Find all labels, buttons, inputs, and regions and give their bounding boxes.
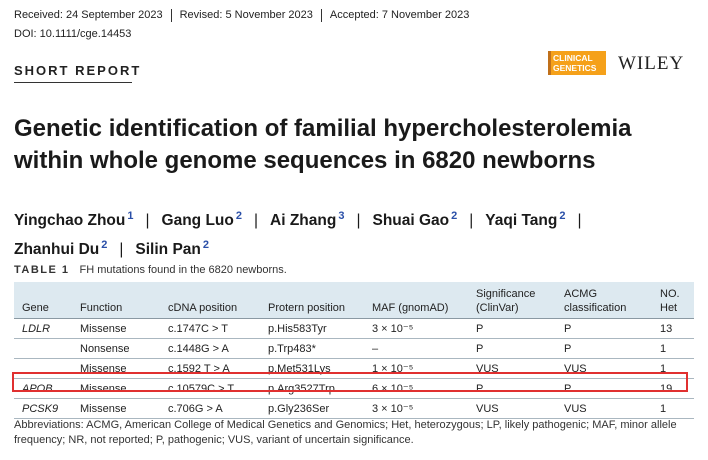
cell-maf: – xyxy=(364,338,468,359)
publisher-logo[interactable]: WILEY xyxy=(618,53,685,74)
header-gene: Gene xyxy=(14,282,72,319)
author-name: Silin Pan xyxy=(135,241,201,259)
author-separator: | xyxy=(119,241,124,259)
revised-date: Revised: 5 November 2023 xyxy=(172,9,322,22)
section-label: SHORT REPORT xyxy=(14,63,142,78)
cell-no-het: 13 xyxy=(652,318,694,339)
cell-maf: 3 × 10⁻⁵ xyxy=(364,398,468,419)
author-separator: | xyxy=(253,212,259,230)
affiliation-marker[interactable]: 2 xyxy=(559,210,566,222)
affiliation-marker[interactable]: 3 xyxy=(338,210,345,222)
affiliation-marker[interactable]: 2 xyxy=(202,239,209,252)
cell-function: Missense xyxy=(72,378,160,399)
cell-significance: VUS xyxy=(468,358,556,379)
author-separator: | xyxy=(356,212,361,230)
table-header-row: Gene Function cDNA position Protern posi… xyxy=(14,282,694,319)
header-no-het: NO. Het xyxy=(652,282,694,319)
author[interactable]: Silin Pan 2 xyxy=(135,239,209,259)
cell-cdna: c.1448G > A xyxy=(160,338,260,359)
cell-significance: VUS xyxy=(468,398,556,419)
author-separator: | xyxy=(145,212,150,230)
affiliation-marker[interactable]: 1 xyxy=(127,210,134,222)
table-label: TABLE 1 xyxy=(14,264,70,276)
author[interactable]: Yingchao Zhou 1 xyxy=(14,210,134,230)
header-protein: Protern position xyxy=(260,282,364,319)
cell-cdna: c.1747C > T xyxy=(160,318,260,339)
journal-logo[interactable]: CLINICAL GENETICS xyxy=(548,51,606,75)
abbreviations-footnote: Abbreviations: ACMG, American College of… xyxy=(14,419,677,446)
cell-no-het: 19 xyxy=(652,378,694,399)
author-name: Ai Zhang xyxy=(270,212,337,230)
mutations-table: Gene Function cDNA position Protern posi… xyxy=(14,282,694,419)
cell-gene: APOB xyxy=(14,378,72,399)
cell-protein: p.Trp483* xyxy=(260,338,364,359)
author-name: Yingchao Zhou xyxy=(14,212,126,230)
author-separator: | xyxy=(469,212,474,230)
header-maf: MAF (gnomAD) xyxy=(364,282,468,319)
received-date: Received: 24 September 2023 xyxy=(14,9,172,22)
cell-function: Missense xyxy=(72,358,160,379)
section-divider xyxy=(14,82,132,83)
accepted-date: Accepted: 7 November 2023 xyxy=(329,9,470,21)
doi-link[interactable]: DOI: 10.1111/cge.14453 xyxy=(14,28,132,40)
cell-cdna: c.706G > A xyxy=(160,398,260,419)
author-name: Shuai Gao xyxy=(372,212,450,230)
affiliation-marker[interactable]: 2 xyxy=(451,210,458,222)
cell-maf: 6 × 10⁻⁵ xyxy=(364,378,468,399)
author[interactable]: Zhanhui Du 2 xyxy=(14,239,108,259)
cell-no-het: 1 xyxy=(652,358,694,379)
cell-protein: p.His583Tyr xyxy=(260,318,364,339)
author-name: Yaqi Tang xyxy=(485,212,558,230)
article-dates: Received: 24 September 2023 Revised: 5 N… xyxy=(14,9,477,22)
cell-gene: LDLR xyxy=(14,318,72,339)
author-name: Gang Luo xyxy=(161,212,234,230)
cell-acmg: P xyxy=(556,378,652,399)
cell-acmg: VUS xyxy=(556,398,652,419)
cell-acmg: P xyxy=(556,318,652,339)
table-caption: TABLE 1 FH mutations found in the 6820 ne… xyxy=(14,264,287,276)
cell-significance: P xyxy=(468,378,556,399)
cell-function: Missense xyxy=(72,318,160,339)
cell-gene xyxy=(14,358,72,379)
cell-function: Nonsense xyxy=(72,338,160,359)
article-title: Genetic identification of familial hyper… xyxy=(14,115,632,174)
author-list: Yingchao Zhou 1 | Gang Luo 2 | Ai Zhang 3 | Shuai… xyxy=(14,204,694,262)
affiliation-marker[interactable]: 2 xyxy=(235,210,242,222)
cell-cdna: c.10579C > T xyxy=(160,378,260,399)
journal-logo-line1: CLINICAL xyxy=(553,53,593,63)
author[interactable]: Yaqi Tang 2 xyxy=(485,210,566,230)
cell-protein: p.Gly236Ser xyxy=(260,398,364,419)
cell-protein: p.Arg3527Trp xyxy=(260,378,364,399)
author-name: Zhanhui Du xyxy=(14,241,100,259)
author[interactable]: Ai Zhang 3 xyxy=(270,210,345,230)
cell-acmg: P xyxy=(556,338,652,359)
header-function: Function xyxy=(72,282,160,319)
cell-maf: 3 × 10⁻⁵ xyxy=(364,318,468,339)
cell-cdna: c.1592 T > A xyxy=(160,358,260,379)
cell-function: Missense xyxy=(72,398,160,419)
affiliation-marker[interactable]: 2 xyxy=(101,239,108,252)
cell-significance: P xyxy=(468,318,556,339)
cell-significance: P xyxy=(468,338,556,359)
header-acmg: ACMG classification xyxy=(556,282,652,319)
journal-logo-line2: GENETICS xyxy=(553,63,597,73)
header-significance: Significance (ClinVar) xyxy=(468,282,556,319)
table-caption-text: FH mutations found in the 6820 newborns. xyxy=(79,264,287,276)
cell-no-het: 1 xyxy=(652,398,694,419)
header-cdna: cDNA position xyxy=(160,282,260,319)
cell-acmg: VUS xyxy=(556,358,652,379)
author[interactable]: Gang Luo 2 xyxy=(161,210,242,230)
author-separator: | xyxy=(577,212,582,230)
cell-gene: PCSK9 xyxy=(14,398,72,419)
cell-protein: p.Met531Lys xyxy=(260,358,364,379)
author[interactable]: Shuai Gao 2 xyxy=(372,210,458,230)
cell-maf: 1 × 10⁻⁵ xyxy=(364,358,468,379)
cell-gene xyxy=(14,338,72,359)
cell-no-het: 1 xyxy=(652,338,694,359)
